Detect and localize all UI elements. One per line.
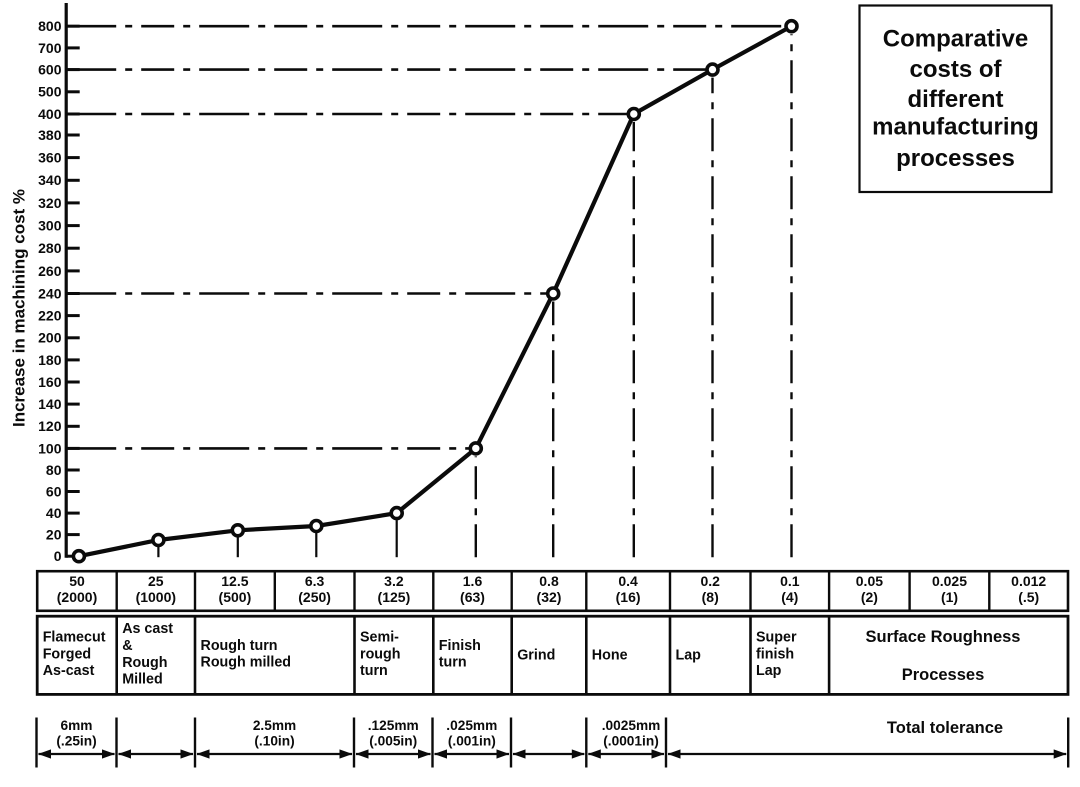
svg-text:different: different (908, 86, 1004, 113)
svg-text:0.1: 0.1 (780, 573, 800, 589)
svg-text:(.10in): (.10in) (254, 733, 294, 748)
svg-text:800: 800 (38, 18, 62, 34)
svg-text:(8): (8) (702, 589, 719, 605)
svg-text:turn: turn (360, 663, 388, 679)
svg-text:(.005in): (.005in) (369, 733, 417, 748)
svg-text:Forged: Forged (43, 646, 91, 662)
svg-text:As-cast: As-cast (43, 663, 95, 679)
svg-text:(250): (250) (298, 589, 331, 605)
svg-text:1.6: 1.6 (463, 573, 483, 589)
svg-text:12.5: 12.5 (221, 573, 248, 589)
svg-text:Grind: Grind (517, 648, 555, 664)
svg-text:80: 80 (46, 462, 62, 478)
svg-text:Lap: Lap (756, 663, 782, 679)
svg-text:Finish: Finish (439, 638, 481, 654)
svg-text:(.25in): (.25in) (56, 733, 96, 748)
svg-text:(125): (125) (378, 589, 411, 605)
svg-text:0.012: 0.012 (1011, 573, 1046, 589)
svg-text:160: 160 (38, 374, 62, 390)
svg-text:320: 320 (38, 195, 62, 211)
svg-text:Milled: Milled (122, 672, 163, 688)
svg-text:340: 340 (38, 172, 62, 188)
svg-text:100: 100 (38, 440, 62, 456)
svg-text:.025mm: .025mm (446, 718, 497, 733)
svg-text:260: 260 (38, 263, 62, 279)
svg-text:220: 220 (38, 308, 62, 324)
svg-text:costs of: costs of (909, 56, 1002, 83)
svg-text:140: 140 (38, 396, 62, 412)
svg-text:.0025mm: .0025mm (602, 718, 661, 733)
svg-text:Rough: Rough (122, 655, 167, 671)
svg-text:180: 180 (38, 352, 62, 368)
svg-text:Super: Super (756, 629, 797, 645)
svg-text:700: 700 (38, 40, 62, 56)
svg-text:400: 400 (38, 106, 62, 122)
svg-text:0.2: 0.2 (700, 573, 720, 589)
svg-text:Processes: Processes (902, 666, 985, 684)
svg-text:0.025: 0.025 (932, 573, 967, 589)
svg-text:Total tolerance: Total tolerance (887, 719, 1003, 737)
svg-text:(1000): (1000) (136, 589, 176, 605)
svg-text:(2): (2) (861, 589, 878, 605)
svg-text:200: 200 (38, 330, 62, 346)
svg-text:6.3: 6.3 (305, 573, 325, 589)
svg-text:Rough milled: Rough milled (201, 655, 292, 671)
svg-text:60: 60 (46, 483, 62, 499)
svg-text:(.001in): (.001in) (448, 733, 496, 748)
svg-text:(16): (16) (616, 589, 641, 605)
svg-text:Comparative: Comparative (883, 26, 1028, 53)
svg-text:(2000): (2000) (57, 589, 97, 605)
svg-text:(1): (1) (941, 589, 958, 605)
svg-text:Semi-: Semi- (360, 629, 399, 645)
svg-text:40: 40 (46, 505, 62, 521)
svg-text:(500): (500) (219, 589, 252, 605)
svg-text:Rough turn: Rough turn (201, 638, 278, 654)
svg-text:Lap: Lap (676, 648, 702, 664)
svg-text:manufacturing: manufacturing (872, 114, 1039, 141)
svg-text:Hone: Hone (592, 648, 628, 664)
svg-text:(.0001in): (.0001in) (603, 733, 659, 748)
svg-text:0.8: 0.8 (539, 573, 559, 589)
svg-text:Flamecut: Flamecut (43, 629, 106, 645)
svg-text:Surface Roughness: Surface Roughness (866, 628, 1021, 646)
svg-text:380: 380 (38, 127, 62, 143)
svg-text:&: & (122, 638, 132, 654)
svg-text:6mm: 6mm (61, 718, 93, 733)
svg-text:20: 20 (46, 527, 62, 543)
svg-text:(.5): (.5) (1018, 589, 1039, 605)
svg-text:.125mm: .125mm (368, 718, 419, 733)
svg-text:2.5mm: 2.5mm (253, 718, 296, 733)
svg-text:500: 500 (38, 84, 62, 100)
svg-text:0.4: 0.4 (618, 573, 638, 589)
svg-text:600: 600 (38, 62, 62, 78)
svg-text:rough: rough (360, 646, 401, 662)
svg-text:120: 120 (38, 418, 62, 434)
svg-text:Increase in machining cost %: Increase in machining cost % (10, 189, 29, 427)
svg-text:As cast: As cast (122, 621, 173, 637)
svg-text:(4): (4) (781, 589, 798, 605)
svg-text:0: 0 (54, 548, 62, 564)
svg-text:240: 240 (38, 285, 62, 301)
svg-text:3.2: 3.2 (384, 573, 404, 589)
svg-text:50: 50 (69, 573, 85, 589)
svg-text:(32): (32) (537, 589, 562, 605)
svg-text:(63): (63) (460, 589, 485, 605)
svg-text:turn: turn (439, 655, 467, 671)
svg-text:360: 360 (38, 150, 62, 166)
svg-text:0.05: 0.05 (856, 573, 883, 589)
svg-text:280: 280 (38, 240, 62, 256)
svg-text:processes: processes (896, 145, 1015, 172)
svg-text:300: 300 (38, 218, 62, 234)
svg-text:finish: finish (756, 646, 794, 662)
svg-text:25: 25 (148, 573, 164, 589)
